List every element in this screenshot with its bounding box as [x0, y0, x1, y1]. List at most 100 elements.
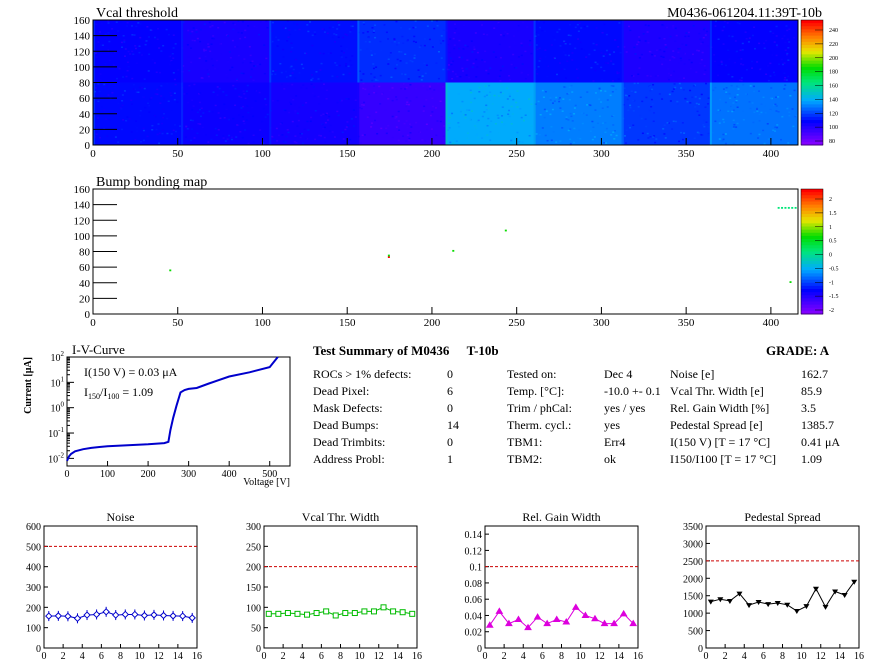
- pixel-noise: [471, 129, 474, 131]
- pixel-noise: [775, 44, 778, 46]
- bump-point: [387, 254, 390, 257]
- pixel-noise: [604, 53, 607, 55]
- pixel-noise: [610, 134, 613, 136]
- pixel-noise: [462, 113, 465, 116]
- iv-ratio-value: = 1.09: [122, 385, 153, 399]
- pixel-noise: [793, 89, 796, 92]
- pixel-noise: [405, 86, 408, 89]
- pixel-noise: [653, 135, 656, 137]
- pixel-noise: [788, 41, 791, 43]
- pixel-noise: [200, 115, 203, 118]
- pixel-noise: [618, 72, 621, 74]
- data-marker: [707, 599, 714, 605]
- pixel-noise: [351, 25, 354, 28]
- palette-frame: [800, 19, 824, 146]
- pixel-noise: [174, 83, 177, 86]
- pixel-noise: [192, 105, 195, 107]
- pixel-noise: [498, 132, 501, 134]
- pixel-noise: [714, 86, 717, 89]
- pixel-noise: [232, 84, 235, 87]
- pixel-noise: [371, 79, 374, 82]
- pixel-noise: [202, 48, 205, 51]
- data-marker: [342, 610, 349, 617]
- pixel-noise: [230, 136, 233, 139]
- series-line: [48, 611, 193, 619]
- pixel-noise: [132, 88, 135, 90]
- pixel-noise: [600, 101, 603, 103]
- pixel-noise: [475, 133, 478, 136]
- pixel-noise: [107, 32, 110, 34]
- pixel-noise: [148, 105, 151, 107]
- pixel-noise: [117, 30, 120, 32]
- pixel-noise: [405, 97, 408, 99]
- pixel-noise: [345, 65, 348, 67]
- pixel-noise: [153, 36, 156, 39]
- pixel-noise: [359, 142, 362, 144]
- palette-swatch: [801, 304, 823, 309]
- pixel-noise: [176, 101, 179, 103]
- pixel-noise: [515, 101, 518, 104]
- pixel-noise: [619, 51, 622, 54]
- pixel-noise: [289, 101, 292, 104]
- pixel-noise: [216, 94, 219, 96]
- pixel-noise: [421, 139, 424, 141]
- pixel-noise: [232, 22, 235, 25]
- pixel-noise: [249, 61, 252, 64]
- pixel-noise: [242, 120, 245, 122]
- pixel-noise: [678, 140, 681, 143]
- pixel-noise: [616, 72, 619, 75]
- pixel-noise: [241, 116, 244, 118]
- pixel-noise: [298, 28, 301, 31]
- pixel-noise: [697, 132, 700, 134]
- pixel-noise: [429, 88, 432, 90]
- palette-swatch: [801, 41, 823, 46]
- pixel-noise: [143, 78, 146, 80]
- roc-edge: [181, 20, 184, 83]
- pixel-noise: [783, 79, 786, 81]
- pixel-noise: [237, 31, 240, 34]
- pixel-noise: [304, 52, 307, 55]
- pixel-noise: [288, 111, 291, 114]
- pixel-noise: [368, 36, 371, 39]
- pixel-noise: [748, 101, 751, 103]
- roc-edge: [445, 20, 448, 83]
- pixel-noise: [466, 137, 469, 140]
- pixel-noise: [510, 139, 513, 142]
- pixel-noise: [199, 28, 202, 31]
- pixel-noise: [170, 94, 173, 97]
- pixel-noise: [641, 132, 644, 135]
- pixel-noise: [349, 31, 352, 33]
- data-marker: [409, 610, 416, 617]
- pixel-noise: [633, 82, 636, 85]
- pixel-noise: [108, 40, 111, 43]
- pixel-noise: [783, 35, 786, 37]
- small-y-tick-label: 0: [256, 644, 261, 655]
- pixel-noise: [552, 35, 555, 38]
- pixel-noise: [771, 54, 774, 56]
- palette-swatch: [801, 32, 823, 37]
- small-y-tick-label: 400: [26, 563, 41, 574]
- pixel-noise: [784, 84, 787, 86]
- small-x-tick-label: 2: [61, 651, 66, 662]
- small-x-tick-label: 10: [135, 651, 145, 662]
- small-x-tick-label: 12: [595, 651, 605, 662]
- pixel-noise: [100, 22, 103, 25]
- pixel-noise: [517, 30, 520, 32]
- small-y-tick-label: 0.06: [465, 595, 483, 606]
- pixel-noise: [388, 32, 391, 35]
- pixel-noise: [186, 139, 189, 141]
- pixel-noise: [360, 79, 363, 81]
- pixel-noise: [559, 140, 562, 142]
- summary-title: Test Summary of M0436 T-10b: [313, 342, 499, 359]
- y-tick-label: 20: [79, 124, 91, 136]
- pixel-noise: [653, 112, 656, 114]
- pixel-noise: [208, 21, 211, 24]
- pixel-noise: [494, 123, 497, 125]
- palette-swatch: [801, 292, 823, 296]
- palette-swatch: [801, 276, 823, 281]
- pixel-noise: [391, 87, 394, 89]
- bump-point: [452, 249, 455, 252]
- pixel-noise: [169, 92, 172, 94]
- pixel-noise: [204, 134, 207, 136]
- data-marker: [370, 608, 377, 615]
